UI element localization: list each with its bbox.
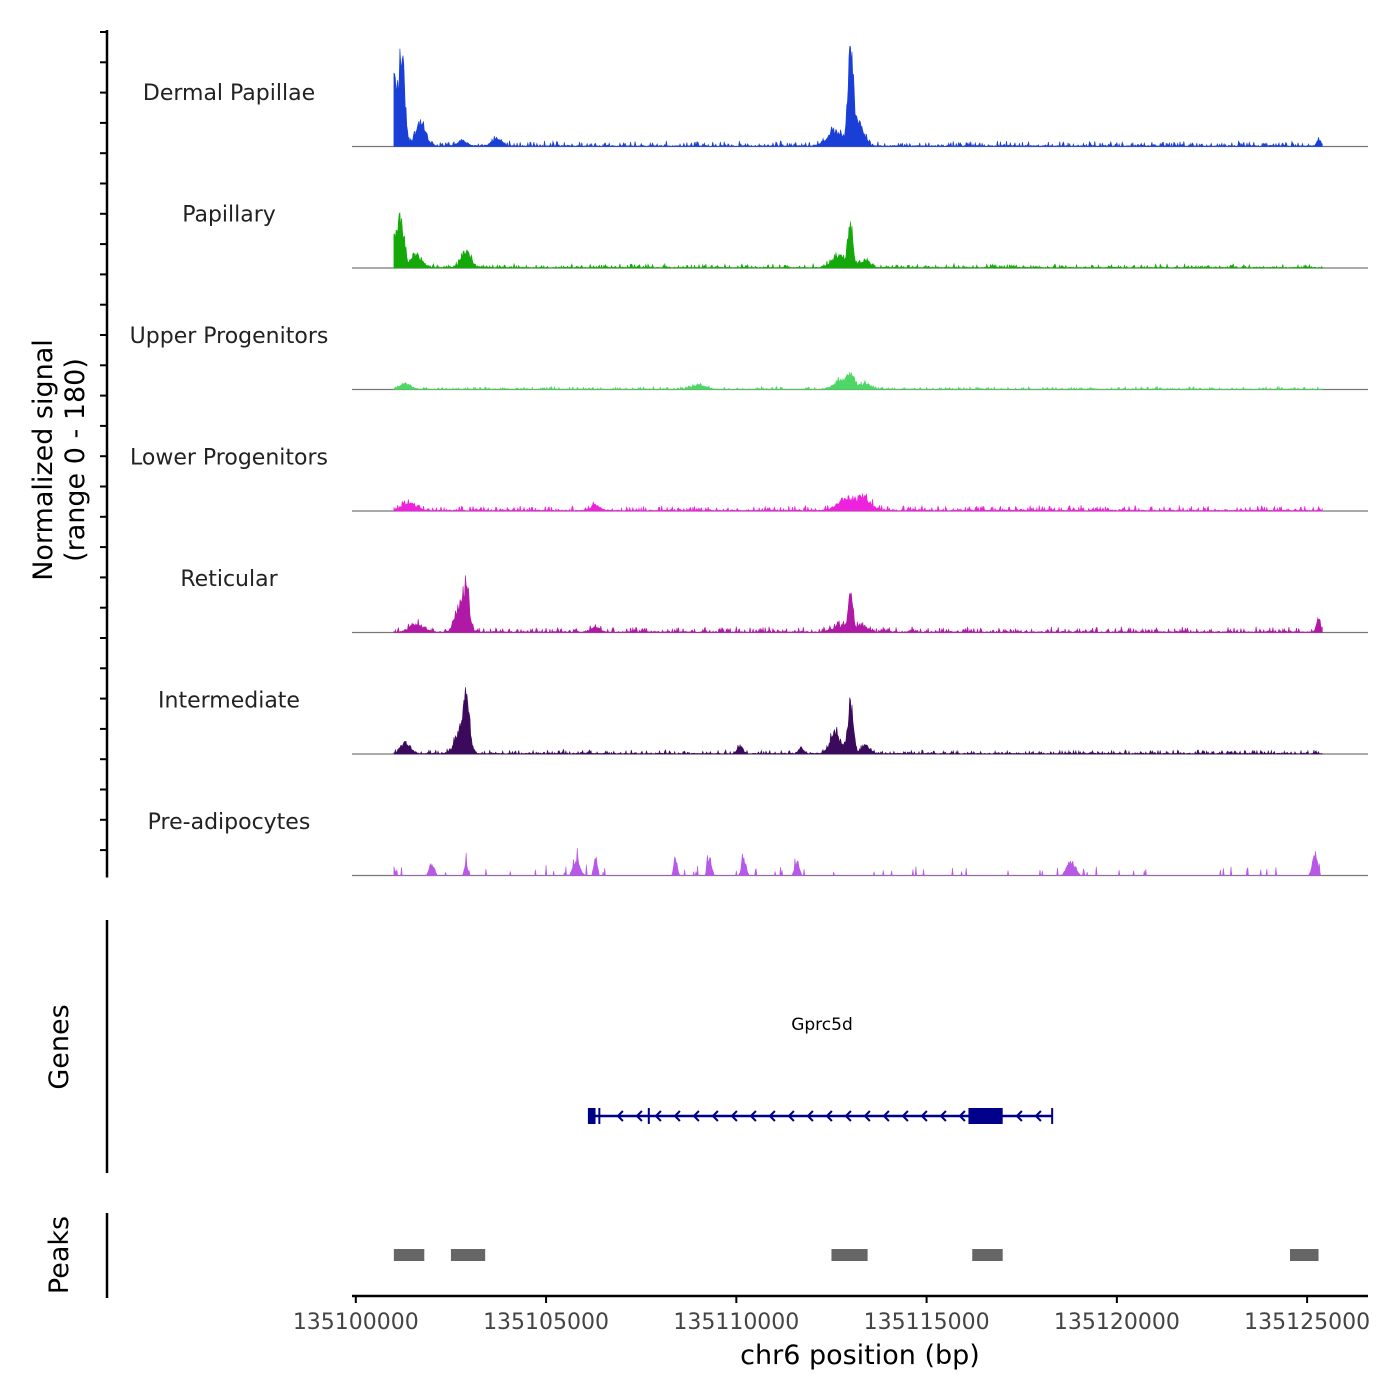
- coverage-area: [393, 212, 1323, 270]
- strand-arrow: [958, 1110, 966, 1122]
- x-axis: 135100000 135105000 135110000 135115000 1351…: [293, 1294, 1370, 1335]
- track-label: Papillary: [182, 203, 276, 228]
- strand-arrow: [825, 1110, 833, 1122]
- peaks-panel-label: Peaks: [44, 1216, 75, 1294]
- track-label: Pre-adipocytes: [148, 810, 311, 835]
- strand-arrow: [920, 1110, 928, 1122]
- y-axis-label-line2: (range 0 - 180): [60, 358, 91, 562]
- track-lower-progenitors: Lower Progenitors: [130, 446, 1368, 513]
- x-tick-label: 135100000: [293, 1310, 419, 1335]
- peak-region: [393, 1249, 425, 1261]
- coverage-area: [393, 372, 1323, 391]
- y-axis-label-line1: Normalized signal: [28, 339, 59, 581]
- strand-arrow: [654, 1110, 662, 1122]
- strand-arrow: [844, 1110, 852, 1122]
- strand-arrow: [616, 1110, 624, 1122]
- track-papillary: Papillary: [182, 203, 1368, 270]
- gene-exon: [587, 1108, 596, 1124]
- strand-arrow: [673, 1110, 681, 1122]
- coverage-area: [393, 46, 1323, 148]
- track-label: Dermal Papillae: [143, 81, 315, 106]
- x-tick-label: 135115000: [864, 1310, 990, 1335]
- strand-arrow: [806, 1110, 814, 1122]
- strand-arrow: [749, 1110, 757, 1122]
- peak-region: [972, 1249, 1003, 1261]
- genes-panel-label: Genes: [44, 1004, 75, 1089]
- strand-arrow: [863, 1110, 871, 1122]
- track-label: Upper Progenitors: [130, 324, 329, 349]
- strand-arrow: [692, 1110, 700, 1122]
- coverage-area: [393, 493, 1323, 513]
- peak-region: [450, 1249, 486, 1261]
- x-tick-label: 135125000: [1244, 1310, 1370, 1335]
- track-label: Reticular: [180, 567, 278, 592]
- strand-arrow: [730, 1110, 738, 1122]
- strand-arrow: [882, 1110, 890, 1122]
- x-tick-label: 135110000: [673, 1310, 799, 1335]
- gene-name-label: Gprc5d: [791, 1015, 853, 1035]
- track-reticular: Reticular: [180, 567, 1368, 634]
- peaks-panel: [105, 1213, 1319, 1298]
- x-tick-label: 135105000: [483, 1310, 609, 1335]
- x-axis-label: chr6 position (bp): [740, 1340, 980, 1371]
- strand-arrow: [1034, 1110, 1042, 1122]
- track-label: Lower Progenitors: [130, 446, 328, 471]
- coverage-area: [393, 848, 1323, 877]
- strand-arrow: [711, 1110, 719, 1122]
- gene-exon: [968, 1108, 1003, 1124]
- gene-annotation-panel: [105, 920, 1054, 1173]
- strand-arrow: [635, 1110, 643, 1122]
- track-intermediate: Intermediate: [158, 687, 1368, 756]
- coverage-area: [393, 687, 1323, 756]
- strand-arrow: [901, 1110, 909, 1122]
- strand-arrow: [939, 1110, 947, 1122]
- strand-arrow: [768, 1110, 776, 1122]
- peak-region: [1289, 1249, 1319, 1261]
- peak-region: [831, 1249, 868, 1261]
- strand-arrow: [787, 1110, 795, 1122]
- coverage-tracks: Dermal Papillae Papillary Upper Progenitor…: [100, 30, 1368, 878]
- x-tick-label: 135120000: [1054, 1310, 1180, 1335]
- coverage-area: [393, 575, 1323, 634]
- track-label: Intermediate: [158, 689, 300, 714]
- track-pre-adipocytes: Pre-adipocytes: [148, 810, 1368, 877]
- track-upper-progenitors: Upper Progenitors: [130, 324, 1368, 391]
- track-dermal-papillae: Dermal Papillae: [143, 46, 1368, 148]
- strand-arrow: [1015, 1110, 1023, 1122]
